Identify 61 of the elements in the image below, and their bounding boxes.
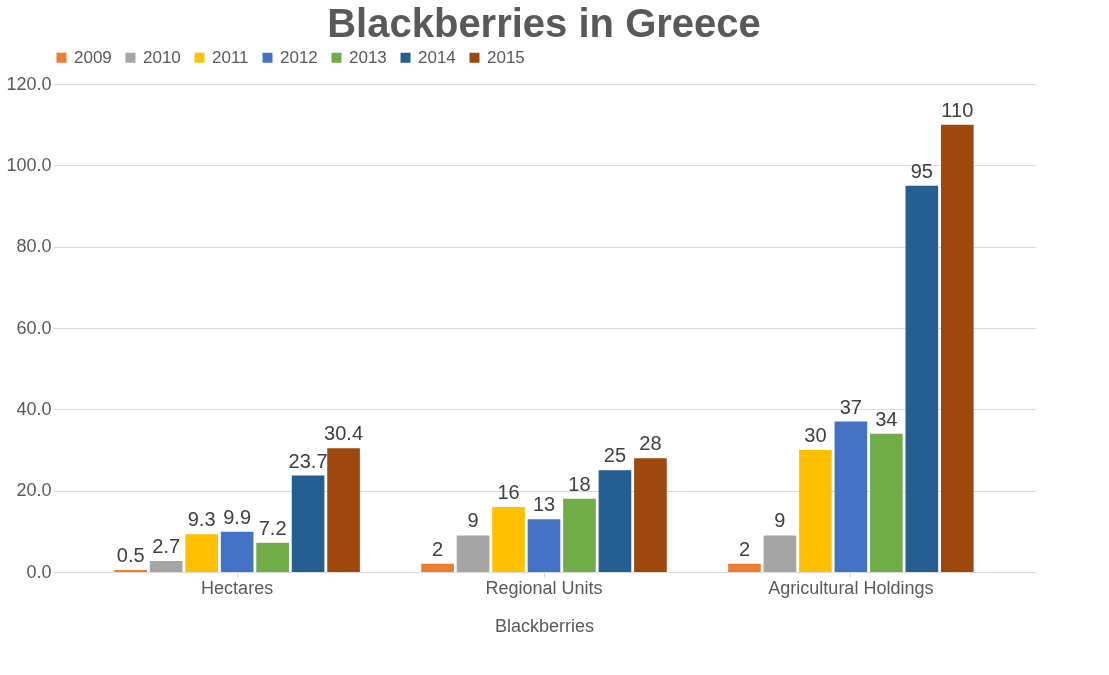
data-label: 23.7 xyxy=(288,449,328,472)
data-label: 25 xyxy=(603,444,627,467)
bar xyxy=(799,450,832,572)
x-axis-title: Blackberries xyxy=(494,615,595,636)
bar xyxy=(291,475,325,572)
bar xyxy=(492,506,525,572)
data-label: 2 xyxy=(738,537,751,560)
legend-label: 2011 xyxy=(212,47,249,67)
bar xyxy=(527,519,561,572)
bar xyxy=(185,534,218,572)
bar xyxy=(256,542,289,572)
data-label: 2 xyxy=(432,537,444,560)
data-label: 18 xyxy=(568,472,591,495)
bar xyxy=(728,563,761,572)
data-label: 7.2 xyxy=(258,516,287,539)
data-label: 16 xyxy=(497,480,520,503)
legend-label: 2013 xyxy=(349,47,387,67)
data-label: 110 xyxy=(941,98,974,121)
bar xyxy=(905,185,939,572)
data-label: 30 xyxy=(804,424,827,446)
legend-label: 2010 xyxy=(143,47,181,67)
x-tick-label: Hectares xyxy=(201,577,274,598)
legend-label: 2012 xyxy=(280,47,318,67)
data-label: 37 xyxy=(839,395,862,418)
bar xyxy=(598,470,632,572)
data-label: 95 xyxy=(910,159,933,182)
bar xyxy=(456,535,490,572)
x-tick-label: Agricultural Holdings xyxy=(768,577,934,598)
y-tick-label: 20.0 xyxy=(16,480,52,501)
y-tick-label: 120.0 xyxy=(6,73,52,94)
bar xyxy=(763,535,797,572)
data-label: 30.4 xyxy=(324,422,364,445)
y-tick-label: 0.0 xyxy=(26,561,52,582)
data-label: 13 xyxy=(532,493,556,516)
bar xyxy=(563,498,596,572)
legend-label: 2009 xyxy=(74,47,112,67)
bar xyxy=(327,448,360,572)
data-label: 9 xyxy=(774,509,786,532)
bar xyxy=(149,561,183,572)
chart-title: Blackberries in Greece xyxy=(327,1,761,45)
bar xyxy=(940,124,974,572)
data-label: 34 xyxy=(875,407,898,430)
data-label: 28 xyxy=(639,432,662,455)
bar xyxy=(834,421,868,572)
data-label: 0.5 xyxy=(116,543,145,566)
data-label: 2.7 xyxy=(152,535,181,558)
legend-label: 2015 xyxy=(487,47,525,67)
y-tick-label: 40.0 xyxy=(16,398,52,419)
data-label: 9.3 xyxy=(187,508,216,531)
data-label: 9.9 xyxy=(223,505,252,528)
x-tick-label: Regional Units xyxy=(485,577,603,598)
legend-label: 2014 xyxy=(418,47,456,67)
bar xyxy=(634,458,667,572)
bar xyxy=(421,563,454,572)
data-label: 9 xyxy=(467,509,479,532)
y-tick-label: 60.0 xyxy=(16,317,52,338)
bar xyxy=(114,569,148,572)
y-tick-label: 80.0 xyxy=(16,236,52,257)
bar xyxy=(220,531,254,572)
bar xyxy=(870,433,903,572)
y-tick-label: 100.0 xyxy=(6,154,52,175)
